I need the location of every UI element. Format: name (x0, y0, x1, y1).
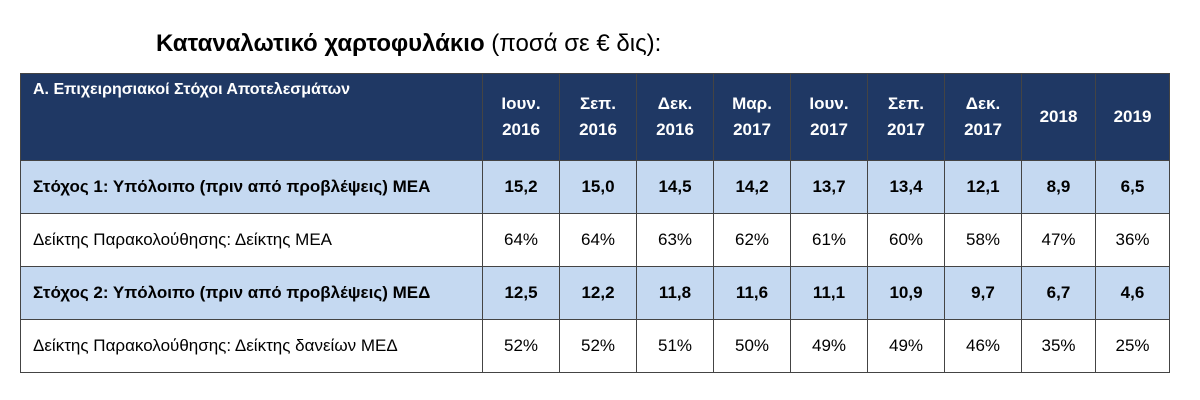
header-period: Ιουν. 2017 (790, 73, 868, 161)
header-period: Σεπ. 2017 (867, 73, 945, 161)
header-period: Δεκ. 2017 (944, 73, 1022, 161)
table-cell: 13,4 (867, 160, 945, 214)
header-period: Μαρ. 2017 (713, 73, 791, 161)
table-cell: 15,0 (559, 160, 637, 214)
table-row: Στόχος 1: Υπόλοιπο (πριν από προβλέψεις)… (20, 160, 1170, 214)
row-label: Στόχος 2: Υπόλοιπο (πριν από προβλέψεις)… (20, 266, 483, 320)
table-cell: 9,7 (944, 266, 1022, 320)
table-cell: 6,5 (1095, 160, 1170, 214)
table-cell: 12,2 (559, 266, 637, 320)
table-cell: 61% (790, 213, 868, 267)
table-row: Δείκτης Παρακολούθησης: Δείκτης ΜΕΑ 64% … (20, 213, 1170, 267)
table-row: Δείκτης Παρακολούθησης: Δείκτης δανείων … (20, 319, 1170, 373)
header-targets: Α. Επιχειρησιακοί Στόχοι Αποτελεσμάτων (20, 73, 483, 161)
header-period: Δεκ. 2016 (636, 73, 714, 161)
header-period: Σεπ. 2016 (559, 73, 637, 161)
targets-table: Α. Επιχειρησιακοί Στόχοι Αποτελεσμάτων Ι… (20, 73, 1170, 373)
table-cell: 64% (482, 213, 560, 267)
table-cell: 25% (1095, 319, 1170, 373)
header-period: Ιουν. 2016 (482, 73, 560, 161)
table-cell: 62% (713, 213, 791, 267)
header-period: 2019 (1095, 73, 1170, 161)
table-cell: 50% (713, 319, 791, 373)
table-cell: 13,7 (790, 160, 868, 214)
table-cell: 35% (1021, 319, 1096, 373)
table-cell: 14,5 (636, 160, 714, 214)
table-cell: 52% (559, 319, 637, 373)
table-cell: 49% (867, 319, 945, 373)
table-cell: 12,5 (482, 266, 560, 320)
table-cell: 11,8 (636, 266, 714, 320)
table-header-row: Α. Επιχειρησιακοί Στόχοι Αποτελεσμάτων Ι… (20, 73, 1170, 161)
table-cell: 36% (1095, 213, 1170, 267)
row-label: Δείκτης Παρακολούθησης: Δείκτης δανείων … (20, 319, 483, 373)
table-cell: 4,6 (1095, 266, 1170, 320)
table-cell: 58% (944, 213, 1022, 267)
header-period: 2018 (1021, 73, 1096, 161)
title-suffix: (ποσά σε € δις): (484, 30, 662, 57)
table-cell: 51% (636, 319, 714, 373)
table-cell: 11,6 (713, 266, 791, 320)
row-label: Στόχος 1: Υπόλοιπο (πριν από προβλέψεις)… (20, 160, 483, 214)
table-cell: 46% (944, 319, 1022, 373)
table-cell: 12,1 (944, 160, 1022, 214)
table-cell: 64% (559, 213, 637, 267)
table-row: Στόχος 2: Υπόλοιπο (πριν από προβλέψεις)… (20, 266, 1170, 320)
table-cell: 15,2 (482, 160, 560, 214)
table-cell: 10,9 (867, 266, 945, 320)
page-title: Καταναλωτικό χαρτοφυλάκιο (ποσά σε € δις… (156, 30, 661, 58)
table-cell: 47% (1021, 213, 1096, 267)
table-cell: 8,9 (1021, 160, 1096, 214)
table-cell: 52% (482, 319, 560, 373)
table-cell: 60% (867, 213, 945, 267)
table-cell: 14,2 (713, 160, 791, 214)
table-cell: 11,1 (790, 266, 868, 320)
table-cell: 63% (636, 213, 714, 267)
title-main: Καταναλωτικό χαρτοφυλάκιο (156, 30, 485, 57)
row-label: Δείκτης Παρακολούθησης: Δείκτης ΜΕΑ (20, 213, 483, 267)
table-cell: 49% (790, 319, 868, 373)
table-cell: 6,7 (1021, 266, 1096, 320)
